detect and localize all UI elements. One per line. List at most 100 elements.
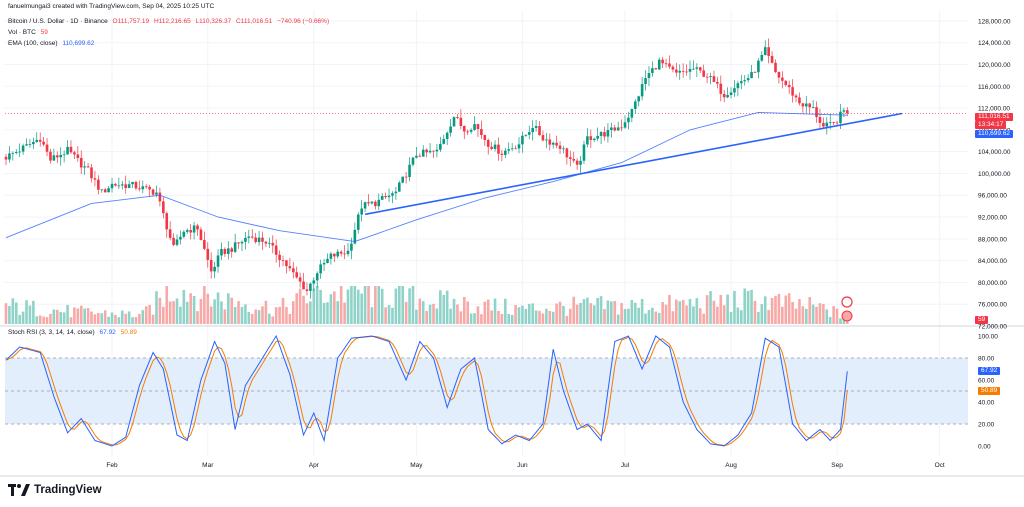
candle	[637, 95, 640, 107]
candle	[353, 222, 357, 245]
candle-body	[110, 183, 114, 189]
candle	[8, 146, 11, 163]
candle-body	[545, 139, 548, 141]
candle	[86, 162, 90, 168]
time-tick-label: Mar	[202, 462, 214, 469]
candle	[158, 187, 162, 207]
candle-body	[531, 127, 534, 133]
candle-body	[380, 196, 384, 200]
volume-bar	[285, 306, 288, 324]
candle	[52, 148, 56, 161]
volume-bar	[257, 310, 261, 324]
candle	[168, 221, 172, 241]
volume-bar	[504, 298, 507, 324]
volume-bar	[654, 311, 658, 324]
volume-bar	[839, 318, 842, 324]
candle-body	[815, 107, 818, 118]
candle-body	[49, 151, 52, 161]
candle-body	[315, 273, 319, 281]
candle-body	[18, 151, 21, 153]
candle	[151, 188, 155, 197]
candle	[291, 261, 295, 279]
candle-body	[216, 255, 220, 267]
stoch-d-tag-value: 50.89	[981, 387, 998, 394]
candle-body	[421, 149, 425, 157]
candle-body	[692, 68, 695, 70]
candle	[630, 108, 634, 123]
volume-bar	[141, 310, 145, 324]
candle-body	[97, 179, 100, 190]
candle-body	[439, 143, 442, 150]
candle-body	[620, 127, 623, 129]
volume-bar	[469, 313, 473, 324]
volume-bar	[425, 311, 428, 324]
volume-bar	[298, 288, 302, 324]
volume-bar	[387, 305, 391, 324]
candle	[439, 136, 442, 153]
volume-bar	[322, 302, 326, 324]
time-tick-label: Apr	[309, 462, 320, 469]
event-icon[interactable]	[841, 296, 853, 308]
candle	[425, 148, 428, 158]
candle-body	[185, 230, 189, 232]
candle-body	[654, 68, 658, 70]
chart-canvas[interactable]: 72,000.00 76,000.00 80,000.00 84,000.00 88,0…	[0, 0, 1024, 480]
candle-body	[644, 78, 647, 85]
candle	[842, 107, 846, 118]
candle	[459, 109, 463, 130]
volume-bar	[408, 288, 411, 324]
candle	[698, 66, 702, 74]
candle-body	[326, 258, 329, 263]
candle-body	[835, 122, 839, 124]
time-tick-label: Oct	[935, 462, 945, 469]
candle-body	[155, 192, 158, 195]
volume-bar	[356, 289, 360, 324]
candle	[244, 232, 247, 250]
candle-body	[127, 184, 131, 189]
volume-bar	[439, 290, 442, 324]
volume-bar	[476, 306, 480, 324]
candle	[288, 258, 292, 272]
candle	[466, 129, 469, 135]
candle-body	[504, 150, 507, 155]
tradingview-logo[interactable]: TradingView	[8, 484, 102, 496]
candle-body	[599, 132, 603, 136]
candle	[326, 253, 329, 264]
volume-bar	[418, 298, 422, 324]
candle-body	[360, 208, 363, 215]
volume-bar	[79, 305, 83, 324]
candle	[661, 56, 664, 68]
candle	[490, 141, 493, 151]
ema-label[interactable]: EMA (100, close)	[8, 40, 58, 47]
vol-label[interactable]: Vol · BTC	[8, 29, 36, 36]
candle	[449, 119, 452, 137]
trendline-segment[interactable]	[364, 112, 903, 216]
volume-bar	[613, 300, 617, 324]
chart-attribution: fanuelmungai3 created with TradingView.c…	[8, 3, 217, 10]
flag-icon[interactable]	[841, 310, 853, 322]
candle-body	[729, 92, 733, 96]
candle	[599, 131, 603, 145]
volume-bar	[466, 301, 469, 324]
candle-body	[309, 283, 312, 291]
stoch-tick-label: 40.00	[978, 400, 995, 407]
candle	[131, 181, 134, 189]
candle-body	[517, 144, 521, 149]
symbol-title[interactable]: Bitcoin / U.S. Dollar · 1D · Binance	[8, 18, 108, 25]
volume-bar	[86, 308, 90, 324]
trendline[interactable]	[364, 112, 903, 216]
volume-bar	[14, 302, 18, 324]
stoch-label[interactable]: Stoch RSI (3, 3, 14, 14, close)	[8, 329, 95, 336]
candle	[811, 100, 815, 109]
volume-bar	[432, 303, 435, 324]
volume-bar	[709, 291, 712, 324]
candle	[432, 150, 435, 158]
volume-bar	[268, 313, 271, 324]
candle	[298, 272, 302, 288]
candle	[473, 116, 476, 131]
candle	[825, 117, 829, 135]
candle	[603, 126, 606, 141]
candle-body	[445, 132, 449, 139]
volume-bar	[541, 313, 545, 324]
volume-bar	[753, 300, 757, 324]
